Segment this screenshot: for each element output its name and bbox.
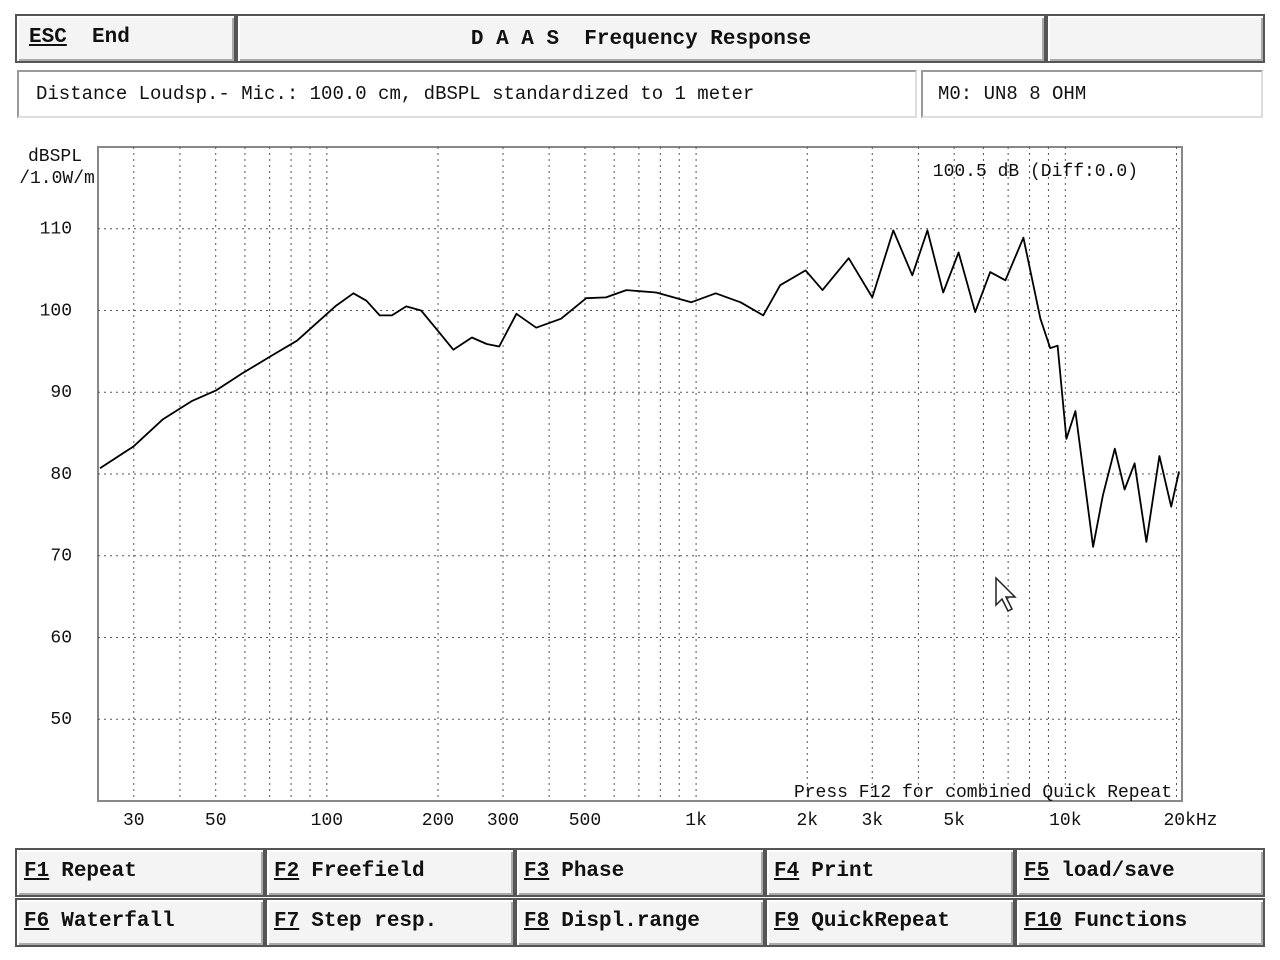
function-key-code: F8: [524, 910, 550, 933]
function-key[interactable]: F6 Waterfall: [15, 898, 265, 947]
x-tick-label: 50: [205, 811, 227, 831]
y-tick-label: 50: [50, 710, 72, 730]
annotation: Press F12 for combined Quick Repeat: [794, 783, 1172, 803]
function-key-code: F4: [774, 860, 800, 883]
function-key-code: F6: [24, 910, 50, 933]
response-curve: [99, 229, 1180, 548]
x-tick-label: 200: [422, 811, 454, 831]
function-key-label: Repeat: [61, 860, 137, 883]
y-tick-label: 100: [40, 301, 72, 321]
function-key-label: QuickRepeat: [811, 910, 950, 933]
function-key[interactable]: F4 Print: [765, 848, 1015, 897]
function-key-code: F3: [524, 860, 550, 883]
model-text: M0: UN8 8 OHM: [938, 83, 1087, 105]
y-tick-label: 110: [40, 220, 72, 240]
x-tick-label: 1k: [685, 811, 707, 831]
function-key[interactable]: F9 QuickRepeat: [765, 898, 1015, 947]
function-key-code: F2: [274, 860, 300, 883]
function-key-code: F7: [274, 910, 300, 933]
annotation: 100.5 dB (Diff:0.0): [933, 162, 1138, 182]
title-bar: D A A S Frequency Response: [236, 14, 1046, 63]
function-key-code: F1: [24, 860, 50, 883]
function-key[interactable]: F8 Displ.range: [515, 898, 765, 947]
function-key-label: Displ.range: [561, 910, 700, 933]
y-tick-label: 90: [50, 383, 72, 403]
info-panel: Distance Loudsp.- Mic.: 100.0 cm, dBSPL …: [17, 70, 917, 118]
function-key-label: Step resp.: [311, 910, 438, 933]
function-key[interactable]: F1 Repeat: [15, 848, 265, 897]
x-tick-label: 500: [569, 811, 601, 831]
function-key[interactable]: F5 load/save: [1015, 848, 1265, 897]
x-tick-label: 20kHz: [1163, 811, 1217, 831]
y-tick-label: 60: [50, 628, 72, 648]
function-key[interactable]: F7 Step resp.: [265, 898, 515, 947]
y-tick-label: 80: [50, 465, 72, 485]
function-key[interactable]: F10 Functions: [1015, 898, 1265, 947]
function-key-code: F5: [1024, 860, 1050, 883]
empty-button: [1046, 14, 1265, 63]
esc-button[interactable]: ESC End: [15, 14, 236, 63]
function-key-label: Phase: [561, 860, 625, 883]
function-key-label: Freefield: [311, 860, 425, 883]
x-tick-label: 300: [487, 811, 519, 831]
function-key-label: Waterfall: [61, 910, 175, 933]
model-panel: M0: UN8 8 OHM: [921, 70, 1263, 118]
y-tick-label: 70: [50, 547, 72, 567]
end-label: End: [92, 26, 130, 49]
x-tick-label: 3k: [861, 811, 883, 831]
x-tick-label: 10k: [1049, 811, 1081, 831]
mouse-cursor: [995, 576, 1017, 613]
function-key[interactable]: F3 Phase: [515, 848, 765, 897]
title: D A A S Frequency Response: [470, 28, 812, 51]
function-key-label: load/save: [1061, 860, 1175, 883]
y-axis-label: dBSPL: [28, 147, 82, 167]
chart: dBSPL /1.0W/m 50 60 70 80 90 100 110 30 50 100 200…: [19, 146, 1217, 831]
x-tick-label: 100: [311, 811, 343, 831]
function-key-code: F9: [774, 910, 800, 933]
function-key-code: F10: [1024, 910, 1062, 933]
y-axis-unit: /1.0W/m: [19, 169, 95, 189]
function-key[interactable]: F2 Freefield: [265, 848, 515, 897]
x-tick-label: 30: [123, 811, 145, 831]
function-key-label: Print: [811, 860, 875, 883]
x-tick-label: 2k: [796, 811, 818, 831]
esc-key: ESC: [29, 26, 67, 49]
function-key-label: Functions: [1073, 910, 1188, 933]
x-tick-label: 5k: [943, 811, 965, 831]
info-text: Distance Loudsp.- Mic.: 100.0 cm, dBSPL …: [36, 83, 755, 105]
